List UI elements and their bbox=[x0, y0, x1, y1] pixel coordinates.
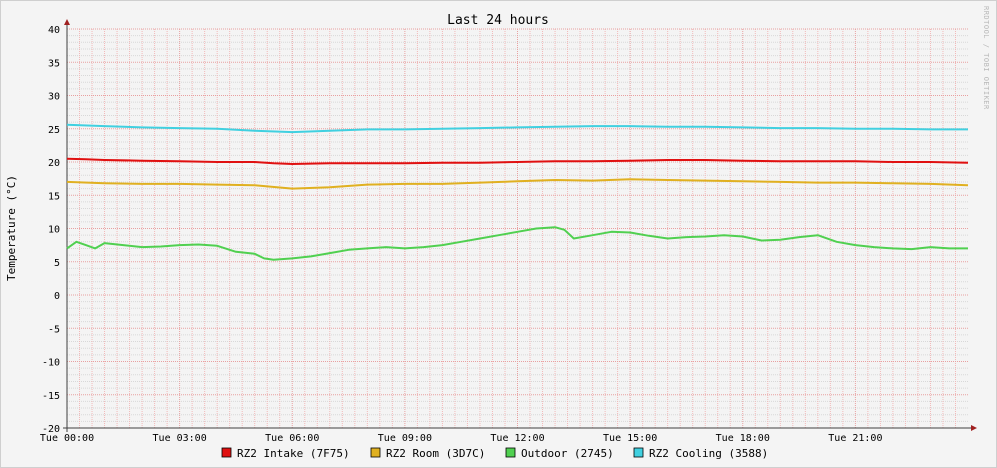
y-tick-label: 10 bbox=[48, 225, 60, 236]
y-axis-label: Temperature (°C) bbox=[5, 175, 18, 281]
y-tick-label: -20 bbox=[42, 424, 60, 435]
legend-swatch bbox=[370, 447, 381, 458]
y-tick-label: 25 bbox=[48, 125, 60, 136]
x-tick-label: Tue 03:00 bbox=[153, 433, 207, 444]
x-tick-label: Tue 09:00 bbox=[378, 433, 432, 444]
series-line-3 bbox=[66, 123, 968, 134]
y-tick-label: 5 bbox=[54, 258, 60, 269]
x-axis-arrow bbox=[971, 425, 977, 431]
y-axis-arrow bbox=[64, 19, 70, 25]
y-tick-label: 40 bbox=[48, 25, 60, 36]
legend-label: RZ2 Room (3D7C) bbox=[386, 447, 485, 460]
y-tick-label: 30 bbox=[48, 92, 60, 103]
legend-label: Outdoor (2745) bbox=[521, 447, 614, 460]
y-tick-label: -5 bbox=[48, 324, 60, 335]
legend-swatch bbox=[221, 447, 232, 458]
series-line-2 bbox=[66, 226, 968, 261]
legend-label: RZ2 Cooling (3588) bbox=[649, 447, 768, 460]
y-tick-label: 15 bbox=[48, 191, 60, 202]
chart-title: Last 24 hours bbox=[447, 13, 549, 28]
legend-swatch bbox=[505, 447, 516, 458]
series-line-1 bbox=[66, 178, 969, 190]
series-lines bbox=[66, 123, 969, 261]
y-tick-label: -15 bbox=[42, 391, 60, 402]
x-tick-label: Tue 12:00 bbox=[490, 433, 544, 444]
x-tick-label: Tue 21:00 bbox=[828, 433, 882, 444]
y-tick-label: 35 bbox=[48, 58, 60, 69]
rrdtool-watermark: RRDTOOL / TOBI OETIKER bbox=[982, 6, 990, 110]
legend: RZ2 Intake (7F75) RZ2 Room (3D7C) Outdoor … bbox=[221, 447, 768, 460]
x-tick-label: Tue 00:00 bbox=[40, 433, 94, 444]
y-tick-label: -10 bbox=[42, 358, 60, 369]
x-tick-label: Tue 15:00 bbox=[603, 433, 657, 444]
y-tick-label: 20 bbox=[48, 158, 60, 169]
legend-label: RZ2 Intake (7F75) bbox=[237, 447, 350, 460]
series-line-0 bbox=[66, 157, 969, 165]
x-tick-label: Tue 06:00 bbox=[265, 433, 319, 444]
grid bbox=[66, 28, 968, 429]
x-tick-label: Tue 18:00 bbox=[716, 433, 770, 444]
legend-swatch bbox=[633, 447, 644, 458]
y-tick-label: 0 bbox=[54, 291, 60, 302]
